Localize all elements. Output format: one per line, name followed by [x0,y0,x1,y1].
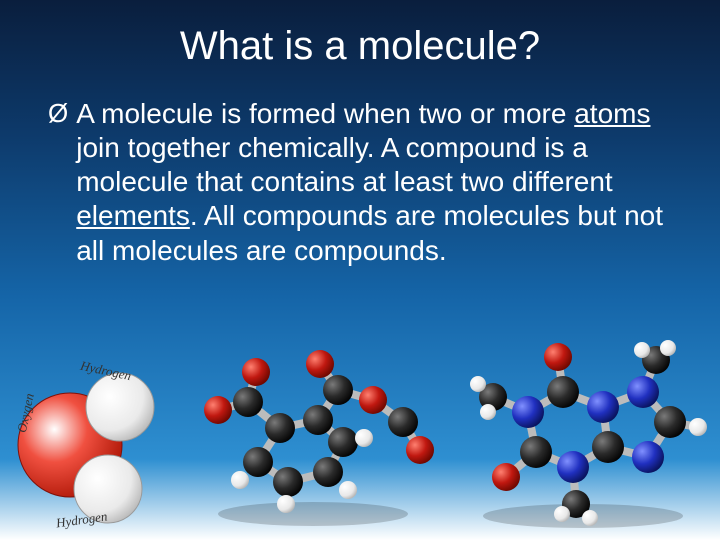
water-svg [8,357,168,532]
caffeine-molecule-svg [458,332,708,532]
underlined-term-elements: elements [76,200,190,231]
body-text-part: A molecule is formed when two or more [76,98,574,129]
bullet-marker-icon: Ø [48,97,76,131]
underlined-term-atoms: atoms [574,98,650,129]
caffeine-molecule-image [458,332,708,532]
bullet-item: Ø A molecule is formed when two or more … [48,97,672,268]
body-text-part: join together chemically. A compound is … [76,132,612,197]
water-molecule-image: Oxygen Hydrogen Hydrogen [8,357,168,532]
organic-molecule-svg [188,342,438,532]
slide-body: Ø A molecule is formed when two or more … [0,97,720,268]
bullet-text: A molecule is formed when two or more at… [76,97,672,268]
slide-title: What is a molecule? [0,0,720,97]
organic-molecule-image [188,342,438,532]
molecule-images-row: Oxygen Hydrogen Hydrogen [0,340,720,540]
